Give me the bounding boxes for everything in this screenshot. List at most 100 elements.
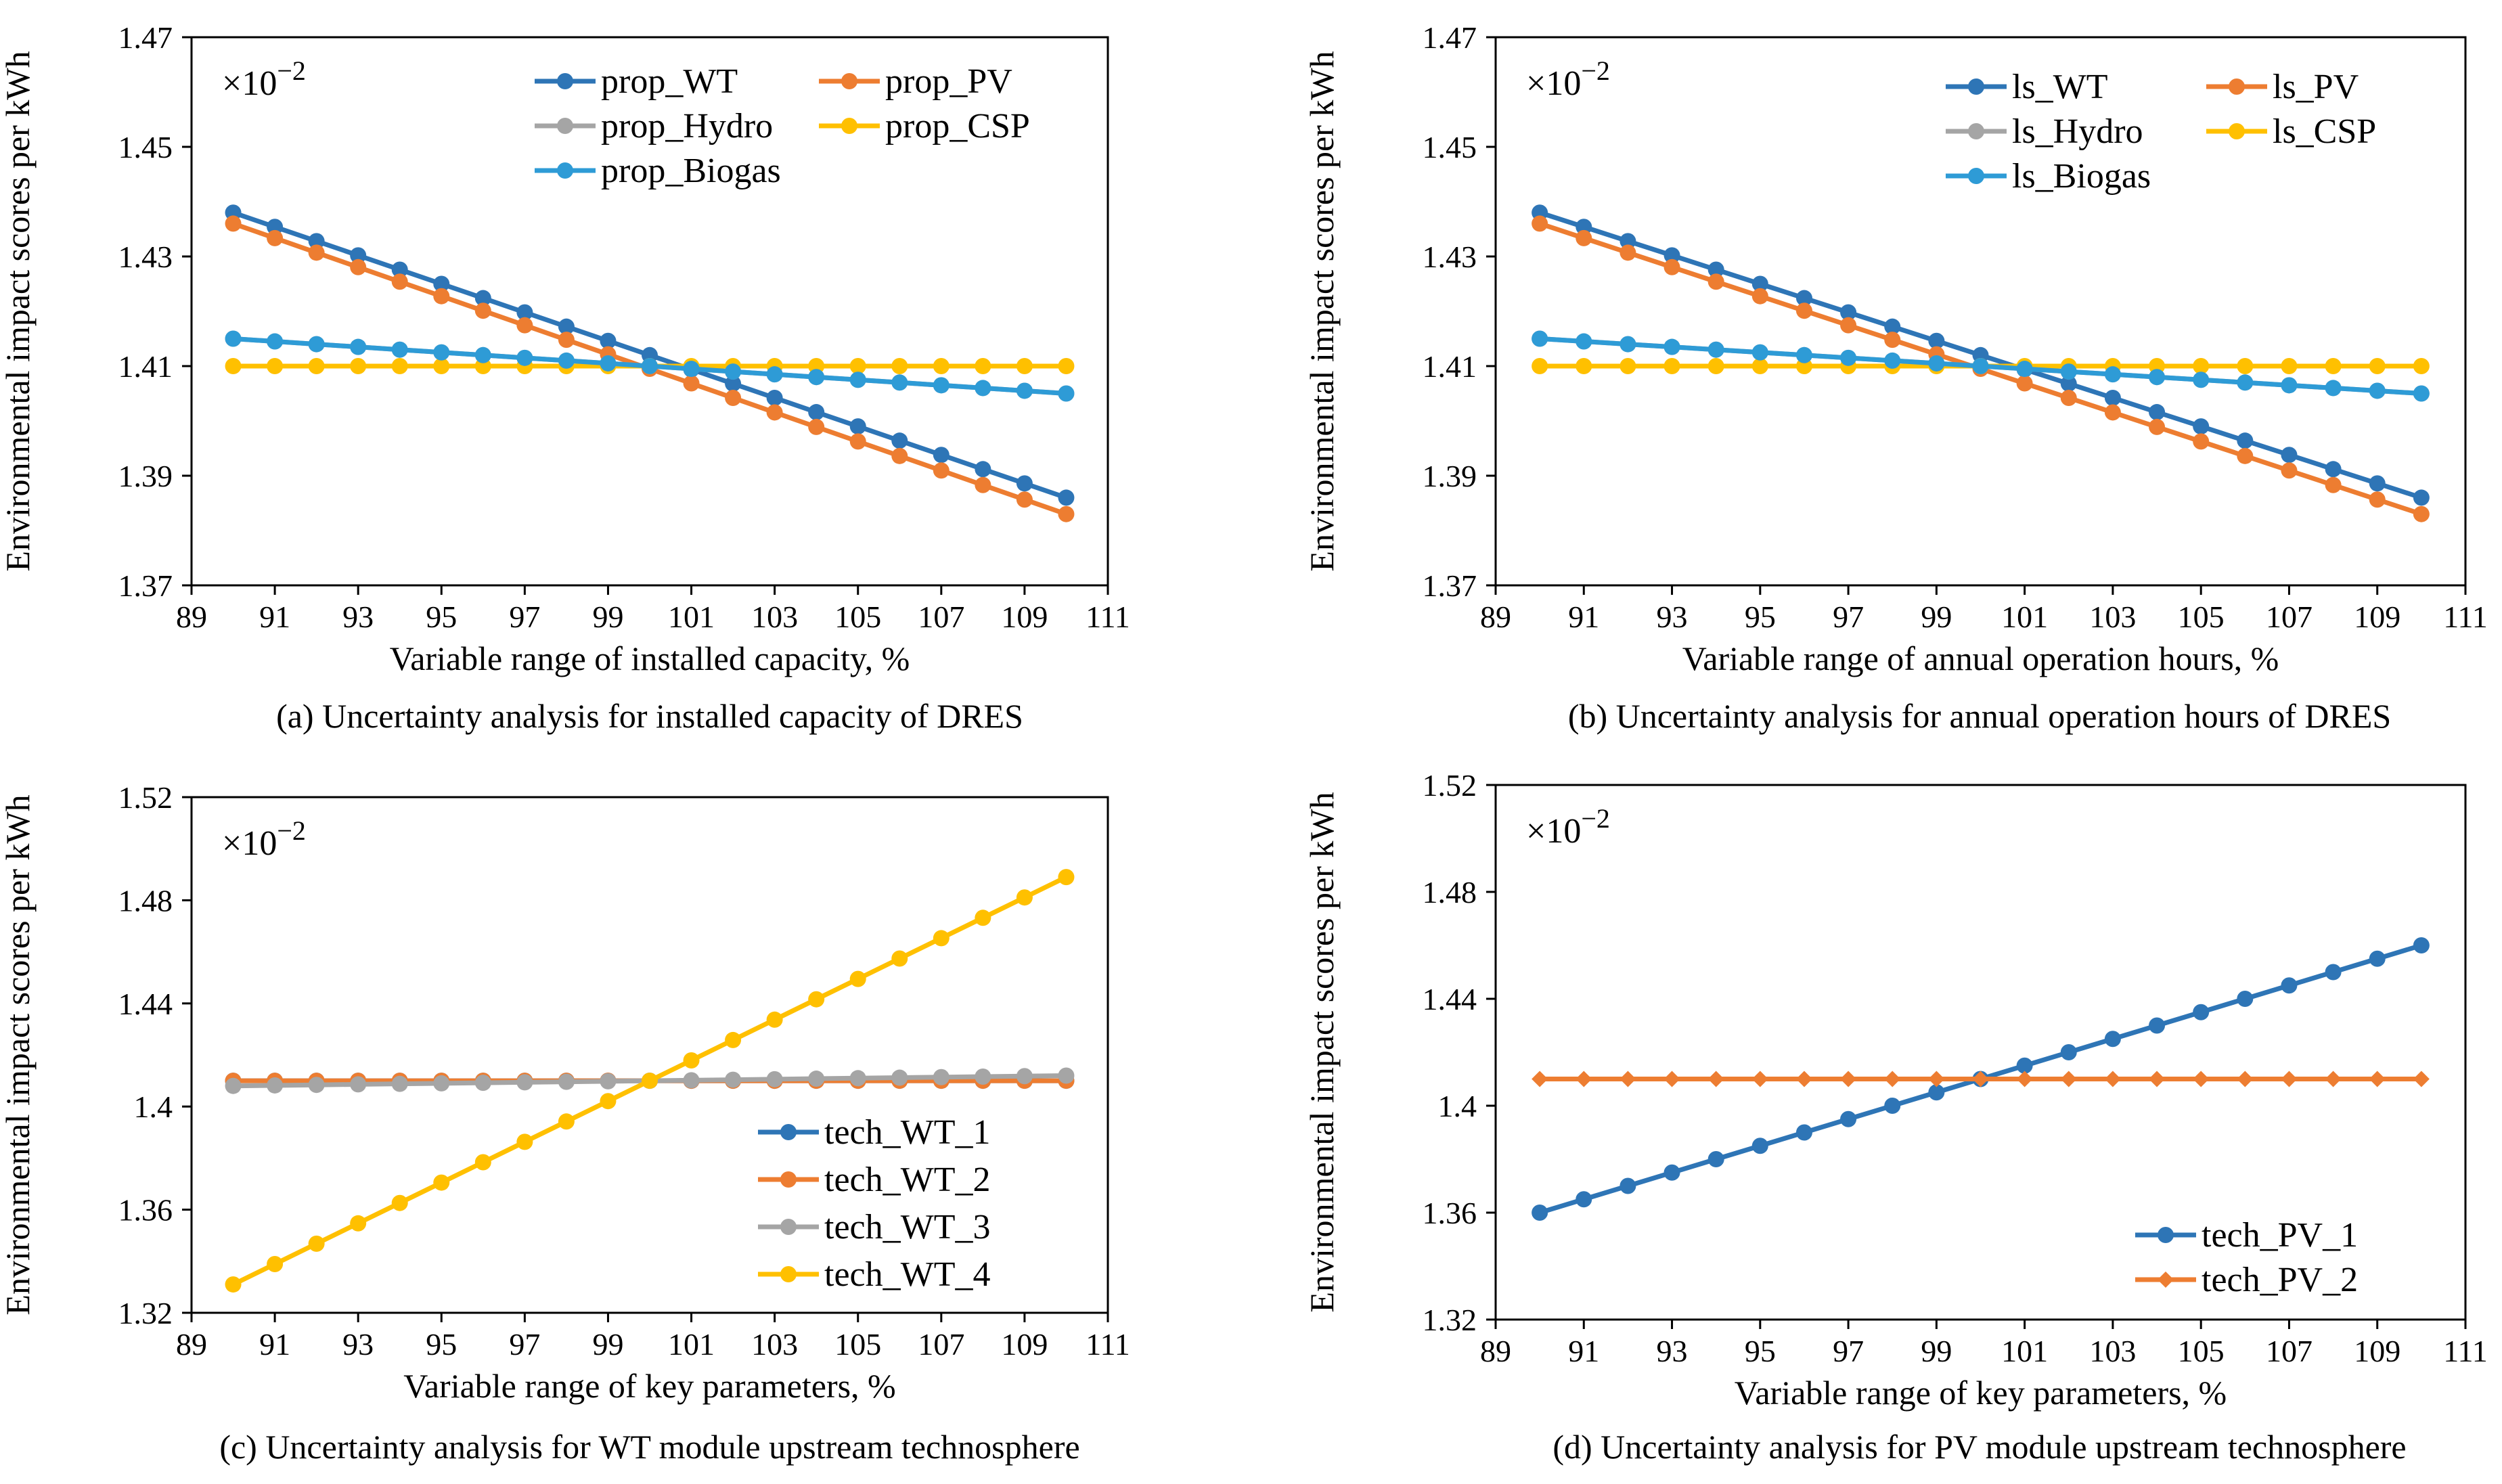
- data-point: [808, 418, 825, 435]
- legend-label: prop_Hydro: [601, 107, 773, 145]
- x-tick-label: 89: [1480, 600, 1511, 634]
- data-point: [1663, 247, 1680, 264]
- data-point: [975, 358, 991, 374]
- data-point: [2281, 377, 2298, 394]
- y-tick-label: 1.44: [1423, 982, 1477, 1016]
- data-point: [1532, 1205, 1548, 1221]
- data-point: [1576, 219, 1592, 235]
- data-point: [2369, 358, 2386, 374]
- data-point: [1532, 358, 1548, 374]
- data-point: [975, 380, 991, 397]
- data-point: [849, 970, 866, 987]
- data-point: [1663, 1071, 1680, 1087]
- data-point: [391, 1075, 408, 1092]
- data-point: [267, 1255, 284, 1272]
- data-point: [725, 1031, 742, 1048]
- data-point: [1619, 1071, 1636, 1087]
- data-point: [600, 332, 617, 349]
- data-point: [849, 1070, 866, 1087]
- data-point: [2369, 491, 2386, 508]
- legend-marker: [1968, 123, 1984, 139]
- data-point: [891, 374, 908, 391]
- data-point: [350, 247, 367, 264]
- data-point: [1619, 358, 1636, 374]
- data-point: [1795, 290, 1812, 307]
- data-point: [474, 1154, 491, 1171]
- data-point: [1840, 349, 1857, 366]
- data-point: [267, 1077, 284, 1094]
- legend-marker: [780, 1124, 797, 1140]
- y-tick-label: 1.32: [118, 1296, 173, 1330]
- data-point: [683, 375, 700, 392]
- data-point: [975, 909, 991, 926]
- data-point: [2413, 489, 2430, 506]
- data-point: [683, 1072, 700, 1089]
- data-point: [1795, 302, 1812, 319]
- plot-area-frame: [1494, 36, 2467, 587]
- y-tick-label: 1.52: [118, 780, 173, 815]
- data-point: [1576, 1071, 1592, 1087]
- x-tick-label: 99: [592, 1327, 623, 1362]
- x-tick-label: 103: [2089, 600, 2136, 634]
- data-point: [1707, 358, 1724, 374]
- data-point: [1884, 318, 1901, 335]
- data-point: [474, 1075, 491, 1092]
- legend-marker: [780, 1171, 797, 1188]
- data-point: [1707, 1151, 1724, 1167]
- data-point: [975, 461, 991, 478]
- data-point: [350, 1076, 367, 1093]
- data-point: [2149, 1017, 2166, 1034]
- x-tick-label: 107: [2266, 600, 2313, 634]
- x-tick-label: 109: [1001, 1327, 1048, 1362]
- legend-marker: [780, 1266, 797, 1282]
- data-point: [1795, 346, 1812, 363]
- data-point: [2149, 418, 2166, 435]
- x-tick-label: 95: [426, 1327, 457, 1362]
- data-point: [350, 358, 367, 374]
- legend-marker: [1968, 78, 1984, 95]
- y-tick-label: 1.41: [118, 349, 173, 384]
- data-point: [2413, 1071, 2430, 1087]
- data-point: [1928, 1071, 1945, 1087]
- y-tick-label: 1.37: [1423, 568, 1477, 603]
- data-point: [1576, 1191, 1592, 1208]
- data-point: [350, 258, 367, 275]
- data-point: [2281, 358, 2298, 374]
- x-tick-label: 93: [1657, 1334, 1688, 1368]
- data-point: [1795, 1071, 1812, 1087]
- x-tick-label: 101: [668, 1327, 715, 1362]
- data-point: [2281, 447, 2298, 464]
- data-point: [1016, 889, 1033, 906]
- data-point: [1016, 491, 1033, 508]
- plot-area-frame: [1494, 784, 2467, 1321]
- data-point: [267, 219, 284, 235]
- legend-marker: [1968, 168, 1984, 184]
- data-point: [2369, 475, 2386, 492]
- y-axis-title: Environmental impact scores per kWh: [1303, 51, 1341, 571]
- legend-label: tech_PV_2: [2202, 1261, 2358, 1299]
- data-point: [2193, 433, 2210, 450]
- legend-label: prop_CSP: [885, 107, 1030, 145]
- legend-marker: [2158, 1227, 2174, 1243]
- data-point: [1016, 1068, 1033, 1085]
- data-point: [1016, 358, 1033, 374]
- legend-label: tech_WT_1: [824, 1113, 990, 1152]
- y-tick-label: 1.39: [118, 459, 173, 493]
- data-point: [1972, 358, 1989, 374]
- data-point: [2060, 389, 2077, 406]
- x-tick-label: 99: [1921, 1334, 1952, 1368]
- x-tick-label: 111: [1086, 600, 1130, 634]
- legend-label: tech_PV_1: [2202, 1216, 2358, 1255]
- data-point: [1840, 1110, 1857, 1127]
- x-tick-label: 103: [2089, 1334, 2136, 1368]
- data-point: [808, 1071, 825, 1087]
- data-point: [891, 447, 908, 464]
- data-point: [2325, 461, 2342, 478]
- data-point: [308, 336, 325, 353]
- data-point: [1884, 352, 1901, 369]
- x-tick-label: 105: [2178, 1334, 2225, 1368]
- data-point: [225, 1276, 242, 1293]
- data-point: [474, 346, 491, 363]
- x-tick-label: 103: [751, 600, 798, 634]
- data-point: [2325, 1071, 2342, 1087]
